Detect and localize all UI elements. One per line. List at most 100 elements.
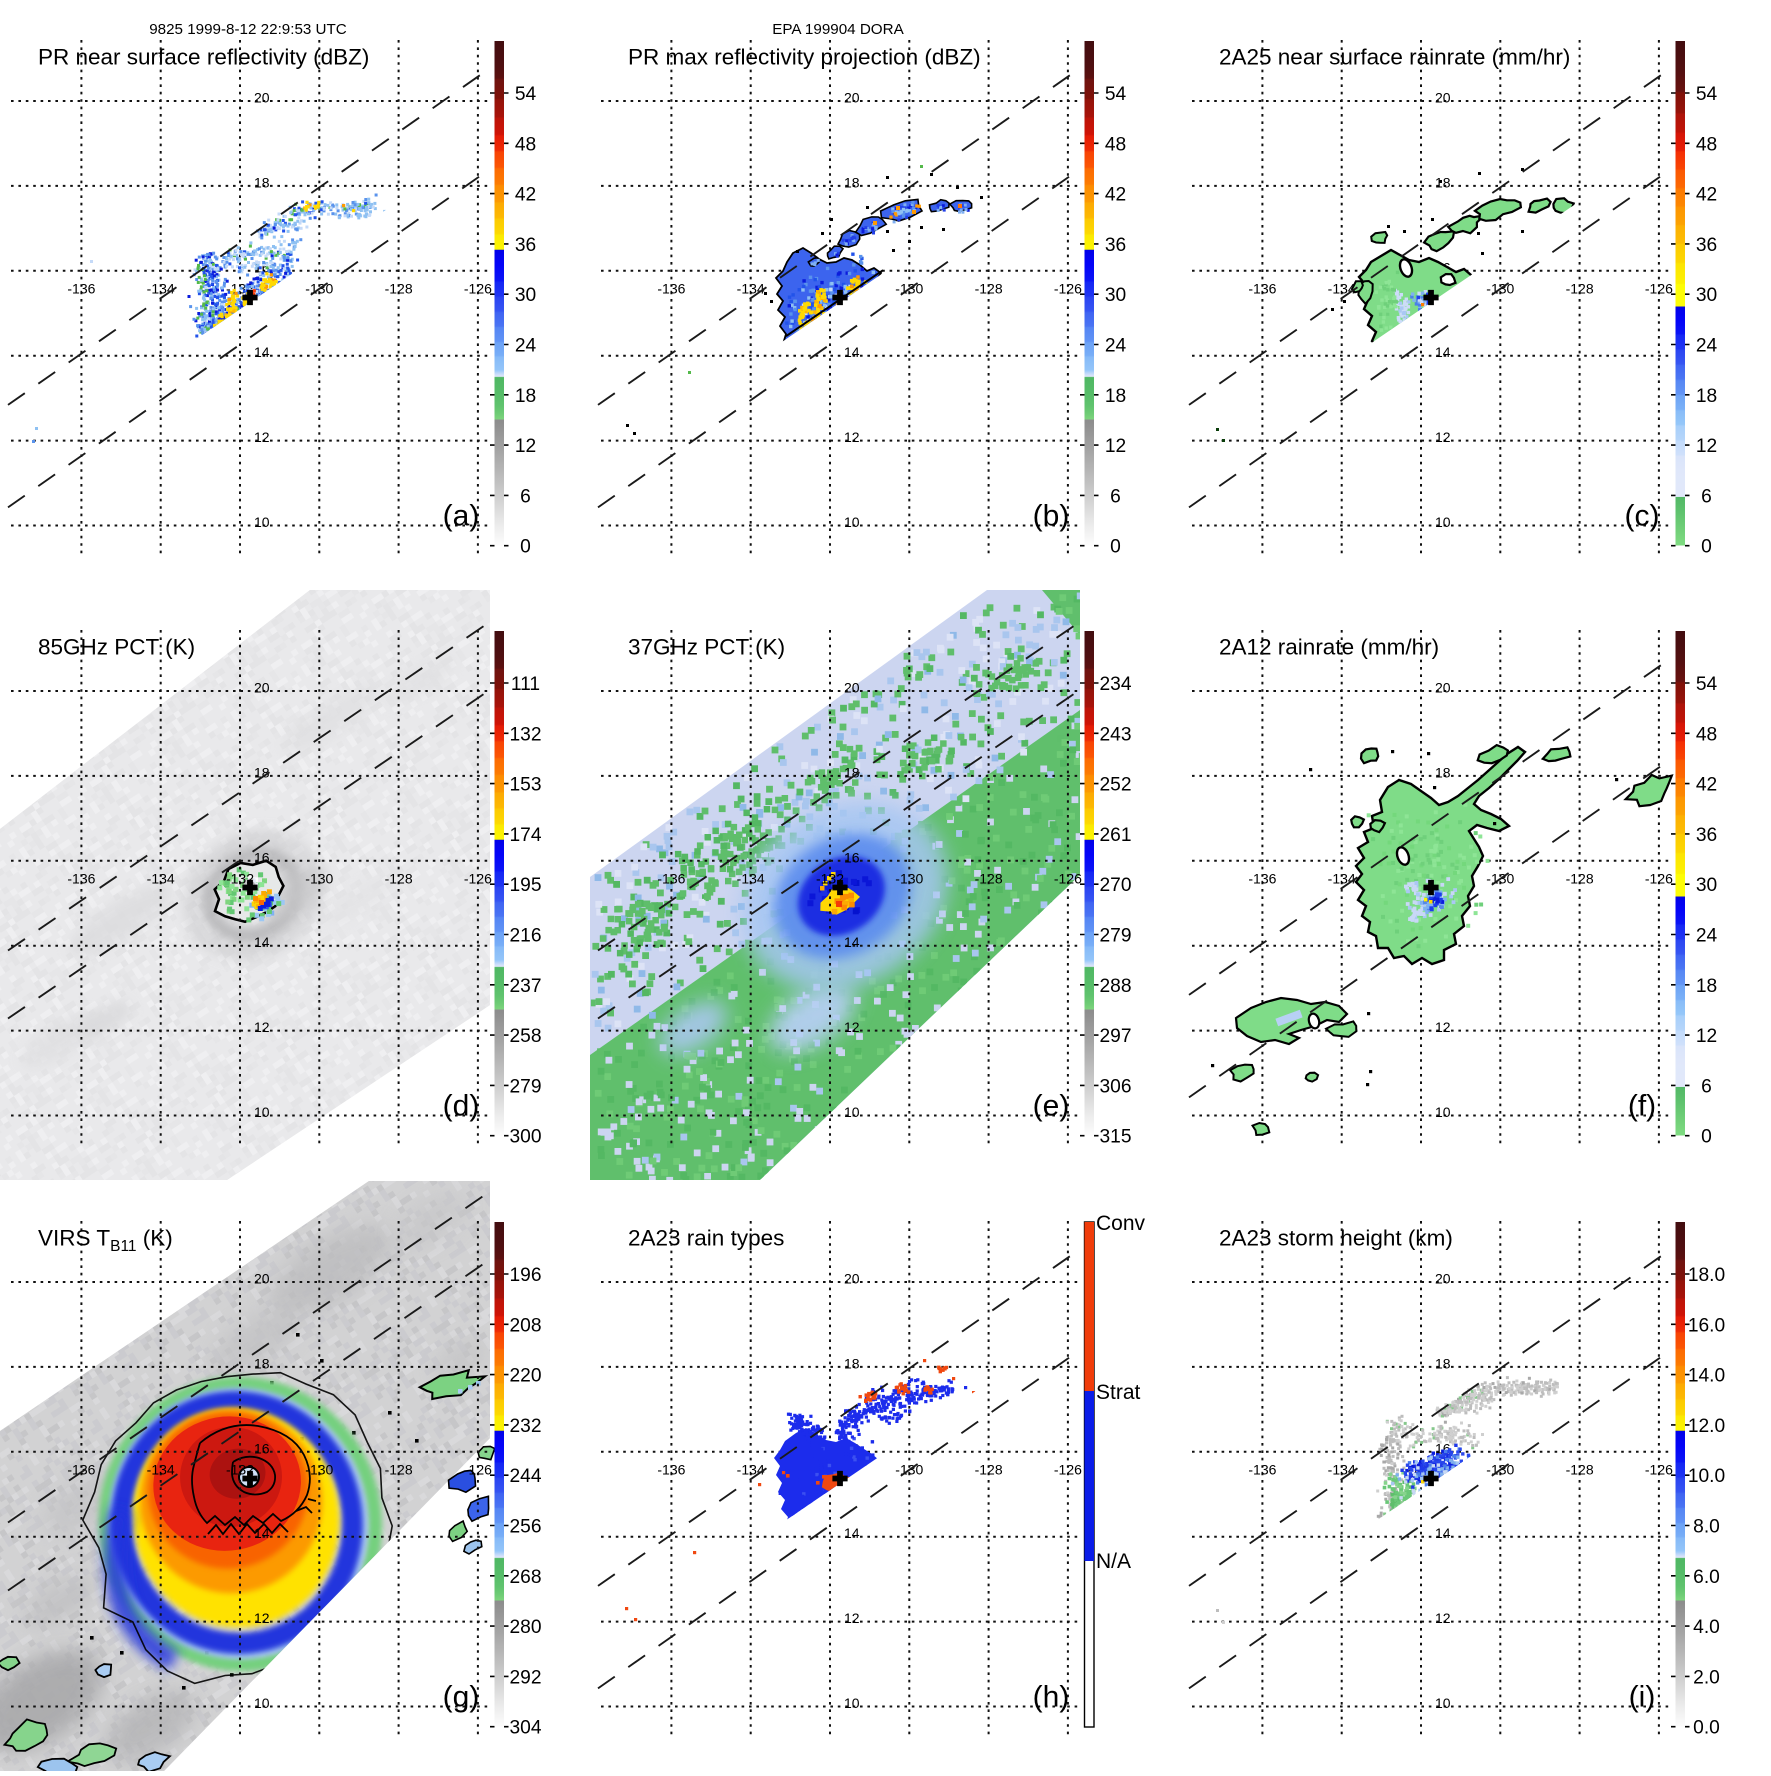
svg-text:256: 256 [509, 1517, 541, 1538]
svg-text:Strat: Strat [1096, 1381, 1141, 1404]
svg-text:EPA 199904 DORA: EPA 199904 DORA [772, 21, 904, 38]
svg-text:42: 42 [1105, 185, 1126, 206]
svg-text:288: 288 [1099, 976, 1131, 997]
svg-text:PR max reflectivity projection: PR max reflectivity projection (dBZ) [628, 45, 981, 70]
svg-text:-130: -130 [305, 871, 333, 887]
svg-text:-134: -134 [1328, 1462, 1356, 1478]
svg-text:12: 12 [1105, 436, 1126, 457]
svg-text:16: 16 [254, 849, 270, 865]
svg-text:14: 14 [844, 1525, 860, 1541]
svg-text:237: 237 [509, 976, 541, 997]
svg-text:-134: -134 [147, 1462, 175, 1478]
svg-text:-128: -128 [1566, 281, 1594, 297]
svg-text:-128: -128 [975, 871, 1003, 887]
svg-text:297: 297 [1099, 1026, 1131, 1047]
svg-text:36: 36 [1696, 235, 1717, 256]
svg-text:252: 252 [1099, 775, 1131, 796]
svg-text:-130: -130 [305, 1462, 333, 1478]
svg-text:18: 18 [1435, 174, 1451, 190]
svg-text:-134: -134 [737, 871, 765, 887]
svg-text:-134: -134 [737, 1462, 765, 1478]
svg-text:12: 12 [1696, 436, 1717, 457]
svg-text:-126: -126 [1054, 871, 1082, 887]
svg-text:18: 18 [515, 386, 536, 407]
svg-text:-134: -134 [737, 281, 765, 297]
svg-text:174: 174 [509, 825, 541, 846]
svg-text:18: 18 [254, 1355, 270, 1371]
svg-text:-134: -134 [147, 281, 175, 297]
svg-text:6: 6 [1110, 486, 1121, 507]
svg-text:14: 14 [844, 934, 860, 950]
svg-text:9825 1999-8-12 22:9:53 UTC: 9825 1999-8-12 22:9:53 UTC [149, 21, 347, 38]
svg-text:37GHz PCT (K): 37GHz PCT (K) [628, 635, 785, 660]
svg-text:153: 153 [509, 775, 541, 796]
svg-text:54: 54 [1105, 84, 1127, 105]
svg-text:300: 300 [509, 1127, 541, 1148]
svg-text:(b): (b) [1033, 500, 1070, 533]
svg-text:14: 14 [254, 1525, 270, 1541]
svg-text:(h): (h) [1033, 1681, 1070, 1714]
svg-text:2A23 rain types: 2A23 rain types [628, 1226, 784, 1251]
svg-text:243: 243 [1099, 724, 1131, 745]
svg-text:30: 30 [1696, 875, 1717, 896]
svg-text:24: 24 [1105, 336, 1127, 357]
svg-text:48: 48 [1696, 724, 1717, 745]
svg-text:12: 12 [254, 1610, 270, 1626]
svg-text:12: 12 [1435, 429, 1451, 445]
svg-text:6: 6 [1701, 486, 1712, 507]
svg-text:111: 111 [511, 674, 540, 695]
svg-text:-126: -126 [1645, 281, 1673, 297]
svg-text:2A25 near surface rainrate (mm: 2A25 near surface rainrate (mm/hr) [1219, 45, 1570, 70]
svg-text:18: 18 [1435, 764, 1451, 780]
svg-text:6: 6 [520, 486, 531, 507]
svg-text:18: 18 [844, 1355, 860, 1371]
svg-text:24: 24 [1696, 926, 1718, 947]
svg-text:20: 20 [254, 680, 270, 696]
svg-text:14: 14 [254, 934, 270, 950]
svg-text:208: 208 [509, 1315, 541, 1336]
svg-text:258: 258 [509, 1026, 541, 1047]
svg-text:-136: -136 [1248, 281, 1276, 297]
svg-text:18: 18 [254, 174, 270, 190]
svg-text:20: 20 [1435, 680, 1451, 696]
svg-text:0: 0 [1701, 1127, 1712, 1148]
svg-text:279: 279 [509, 1076, 541, 1097]
svg-text:12: 12 [844, 1610, 860, 1626]
svg-text:270: 270 [1099, 875, 1131, 896]
svg-text:195: 195 [509, 875, 541, 896]
svg-text:(f): (f) [1628, 1090, 1656, 1123]
svg-text:12: 12 [515, 436, 536, 457]
svg-text:24: 24 [515, 336, 537, 357]
svg-text:132: 132 [509, 724, 541, 745]
svg-text:54: 54 [1696, 674, 1718, 695]
svg-text:0: 0 [1110, 537, 1121, 558]
svg-text:-126: -126 [464, 281, 492, 297]
svg-text:14: 14 [844, 344, 860, 360]
svg-text:30: 30 [1105, 285, 1126, 306]
svg-text:10: 10 [844, 1695, 860, 1711]
svg-text:10: 10 [254, 1104, 270, 1120]
svg-text:-136: -136 [67, 281, 95, 297]
svg-text:-128: -128 [1566, 871, 1594, 887]
svg-text:-136: -136 [1248, 1462, 1276, 1478]
svg-text:-126: -126 [464, 1462, 492, 1478]
svg-text:-126: -126 [1054, 281, 1082, 297]
svg-text:48: 48 [1696, 134, 1717, 155]
svg-text:(d): (d) [443, 1090, 480, 1123]
svg-text:36: 36 [1105, 235, 1126, 256]
svg-text:42: 42 [1696, 185, 1717, 206]
svg-text:-126: -126 [464, 871, 492, 887]
svg-text:-136: -136 [67, 1462, 95, 1478]
svg-text:304: 304 [509, 1718, 541, 1739]
svg-text:-134: -134 [147, 871, 175, 887]
svg-text:0: 0 [520, 537, 531, 558]
svg-text:24: 24 [1696, 336, 1718, 357]
svg-text:-126: -126 [1054, 1462, 1082, 1478]
svg-text:-136: -136 [657, 871, 685, 887]
svg-text:16: 16 [254, 1440, 270, 1456]
svg-text:20: 20 [844, 680, 860, 696]
svg-text:244: 244 [509, 1466, 541, 1487]
svg-text:12: 12 [1435, 1019, 1451, 1035]
svg-text:10: 10 [254, 1695, 270, 1711]
svg-text:20: 20 [844, 1271, 860, 1287]
